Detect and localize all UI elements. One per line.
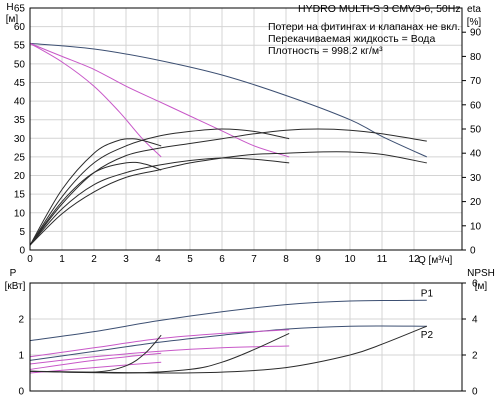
flow-tick-label: 9 <box>315 254 321 265</box>
head-tick-label: 60 <box>14 22 26 33</box>
eta-axis-title: eta <box>467 4 481 15</box>
power-tick-label: 2 <box>18 315 24 326</box>
eta-tick-label: 20 <box>470 197 482 208</box>
series-label-p1: P1 <box>421 288 434 299</box>
head-tick-label: 20 <box>14 171 26 182</box>
bottom-chart-frame <box>29 282 463 392</box>
flow-tick-label: 6 <box>219 254 225 265</box>
head-tick-label: 55 <box>14 41 26 52</box>
npsh-tick-label: 2 <box>472 351 478 362</box>
series-labels: P1 P2 <box>421 288 434 341</box>
top-curve-6 <box>29 157 290 246</box>
top-curve-8 <box>29 161 162 246</box>
flow-tick-label: 5 <box>187 254 193 265</box>
npsh-tick-label: 6 <box>472 279 478 290</box>
eta-tick-label: 90 <box>470 28 482 39</box>
head-axis-unit: [м] <box>6 14 19 25</box>
note-fittings: Потери на фитингах и клапанах не вкл. <box>268 21 460 33</box>
npsh-axis-unit: [м] <box>475 281 488 292</box>
power-axis-unit-label: [кВт] <box>5 281 26 292</box>
npsh-axis-title: NPSH <box>467 268 495 279</box>
head-tick-label: 5 <box>19 227 25 238</box>
flow-tick-label: 1 <box>59 254 65 265</box>
flow-tick-label: 3 <box>123 254 129 265</box>
head-tick-label: 35 <box>14 115 26 126</box>
top-curve-1 <box>29 42 290 158</box>
eta-tick-label: 80 <box>470 52 482 63</box>
power-tick-label: 1 <box>18 351 24 362</box>
bottom-curve-p1 <box>29 299 427 342</box>
flow-tick-label: 10 <box>344 254 356 265</box>
head-tick-label: 65 <box>14 4 26 15</box>
top-chart-series <box>29 42 428 246</box>
flow-tick-label: 12 <box>408 254 420 265</box>
flow-axis-label: Q [м³/ч] <box>418 255 453 266</box>
flow-tick-label: 4 <box>155 254 161 265</box>
eta-tick-label: 0 <box>470 246 476 257</box>
power-axis-title: P <box>10 268 17 279</box>
flow-tick-label: 8 <box>283 254 289 265</box>
power-tick-label: 0 <box>18 387 24 398</box>
head-tick-label: 25 <box>14 152 26 163</box>
head-axis-title: H <box>6 2 13 13</box>
bottom-curve-8 <box>29 334 162 373</box>
top-curve-5 <box>29 128 290 246</box>
bottom-chart-grid <box>29 283 462 392</box>
eta-tick-label: 70 <box>470 76 482 87</box>
flow-tick-label: 2 <box>91 254 97 265</box>
eta-tick-label: 50 <box>470 125 482 136</box>
bottom-curve-p2 <box>29 325 427 361</box>
npsh-tick-label: 4 <box>472 315 478 326</box>
head-tick-label: 15 <box>14 190 26 201</box>
flow-tick-label: 7 <box>251 254 257 265</box>
eta-tick-label: 10 <box>470 221 482 232</box>
chart-title: HYDRO MULTI-S 3 CMV3-6, 50Hz <box>298 3 461 15</box>
head-tick-label: 40 <box>14 97 26 108</box>
flow-tick-label: 11 <box>377 254 388 265</box>
head-tick-label: 50 <box>14 59 26 70</box>
bottom-curve-4 <box>29 352 162 370</box>
eta-axis-unit: [%] <box>467 17 482 28</box>
bottom-chart-series <box>29 299 427 374</box>
head-tick-label: 0 <box>19 246 25 257</box>
bottom-curve-2 <box>29 329 290 358</box>
eta-tick-label: 60 <box>470 100 482 111</box>
note-liquid: Перекачиваемая жидкость = Вода <box>268 33 435 45</box>
top-curve-0 <box>29 42 428 158</box>
eta-tick-label: 40 <box>470 149 482 160</box>
top-curve-7 <box>29 138 162 246</box>
head-tick-label: 30 <box>14 134 26 145</box>
series-label-p2: P2 <box>421 330 434 341</box>
axis-ticks: 0 1 2 3 4 5 6 7 8 9 10 11 12051015202530354045505560… <box>14 4 482 398</box>
bottom-curve-3 <box>29 345 290 365</box>
flow-tick-label: 0 <box>27 254 33 265</box>
head-tick-label: 45 <box>14 78 26 89</box>
head-tick-label: 10 <box>14 208 26 219</box>
note-density: Плотность = 998.2 кг/м³ <box>268 45 383 57</box>
npsh-tick-label: 0 <box>472 387 478 398</box>
bottom-curve-7 <box>29 332 290 374</box>
eta-tick-label: 30 <box>470 173 482 184</box>
